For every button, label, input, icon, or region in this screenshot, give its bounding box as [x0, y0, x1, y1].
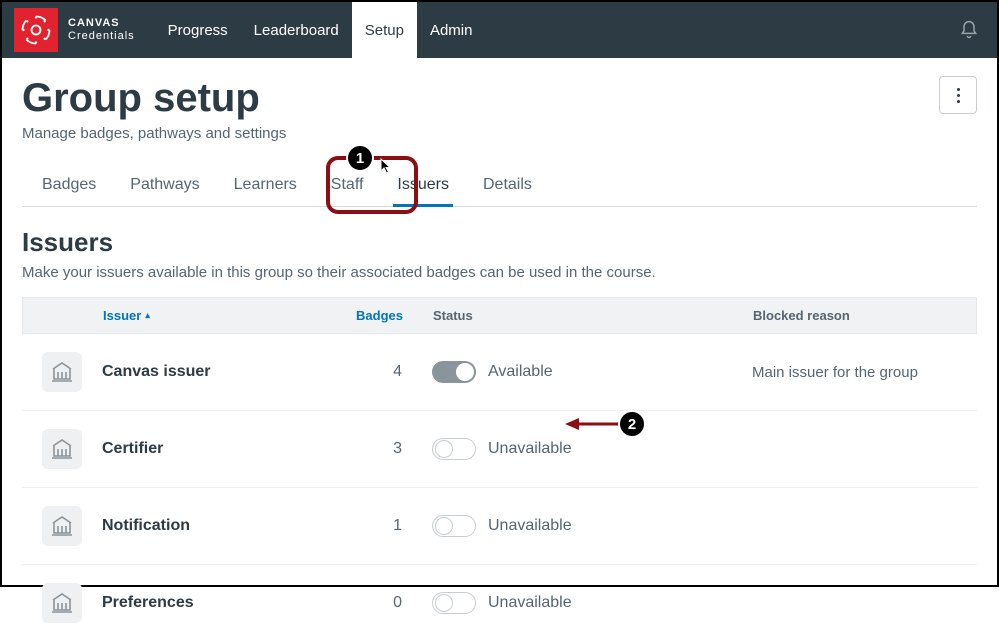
section-title: Issuers: [22, 227, 977, 258]
issuers-section: Issuers Make your issuers available in t…: [22, 227, 977, 641]
cursor-icon: [380, 158, 394, 174]
notifications-button[interactable]: [959, 2, 979, 58]
issuer-badge-count: 1: [342, 517, 432, 535]
tab-badges[interactable]: Badges: [40, 170, 98, 206]
issuer-name: Preferences: [102, 594, 342, 612]
issuer-icon-cell: [22, 352, 102, 392]
nav-setup[interactable]: Setup: [352, 2, 417, 58]
issuer-icon-cell: [22, 506, 102, 546]
institution-icon: [42, 429, 82, 469]
tab-issuers[interactable]: Issuers: [395, 170, 451, 206]
availability-toggle[interactable]: [432, 515, 476, 537]
table-row: Certifier 3 Unavailable: [22, 411, 977, 488]
top-nav: CANVAS Credentials Progress Leaderboard …: [2, 2, 997, 58]
setup-tabs: Badges Pathways Learners Staff Issuers D…: [22, 170, 977, 207]
availability-toggle[interactable]: [432, 438, 476, 460]
section-subtitle: Make your issuers available in this grou…: [22, 264, 977, 281]
col-header-issuer-label: Issuer: [103, 308, 141, 323]
availability-toggle[interactable]: [432, 592, 476, 614]
institution-icon: [42, 352, 82, 392]
issuer-icon-cell: [22, 583, 102, 623]
blocked-reason: Main issuer for the group: [752, 364, 977, 381]
brand-logo: [14, 8, 58, 52]
issuer-status: Unavailable: [432, 592, 752, 614]
nav-progress[interactable]: Progress: [155, 2, 241, 58]
status-label: Unavailable: [488, 440, 572, 458]
brand-line1: CANVAS: [68, 17, 135, 30]
table-row: Notification 1 Unavailable: [22, 488, 977, 565]
col-header-status: Status: [433, 308, 753, 323]
issuer-status: Available: [432, 361, 752, 383]
institution-icon: [42, 506, 82, 546]
issuer-name: Canvas issuer: [102, 363, 342, 381]
col-header-badges[interactable]: Badges: [343, 308, 433, 323]
issuers-table-header: Issuer ▴ Badges Status Blocked reason: [22, 297, 977, 334]
sort-asc-icon: ▴: [145, 310, 150, 321]
tab-details[interactable]: Details: [481, 170, 534, 206]
bell-icon: [959, 20, 979, 40]
kebab-icon: [957, 86, 960, 104]
nav-admin[interactable]: Admin: [417, 2, 486, 58]
status-label: Unavailable: [488, 517, 572, 535]
issuer-status: Unavailable: [432, 438, 752, 460]
issuer-name: Certifier: [102, 440, 342, 458]
table-row: Preferences 0 Unavailable: [22, 565, 977, 641]
canvas-logo-icon: [21, 15, 51, 45]
availability-toggle[interactable]: [432, 361, 476, 383]
issuer-icon-cell: [22, 429, 102, 469]
callout-number-1: 1: [346, 144, 374, 172]
page-header: Group setup Manage badges, pathways and …: [22, 76, 977, 142]
status-label: Available: [488, 363, 553, 381]
nav-leaderboard[interactable]: Leaderboard: [241, 2, 352, 58]
page-title: Group setup: [22, 76, 286, 121]
institution-icon: [42, 583, 82, 623]
table-row: Canvas issuer 4 Available Main issuer fo…: [22, 334, 977, 411]
issuer-badge-count: 4: [342, 363, 432, 381]
nav-items: Progress Leaderboard Setup Admin: [155, 2, 486, 58]
status-label: Unavailable: [488, 594, 572, 612]
page-menu-button[interactable]: [939, 76, 977, 114]
issuer-status: Unavailable: [432, 515, 752, 537]
page-content: Group setup Manage badges, pathways and …: [2, 58, 997, 641]
col-header-blocked: Blocked reason: [753, 308, 976, 323]
issuer-badge-count: 3: [342, 440, 432, 458]
tab-pathways[interactable]: Pathways: [128, 170, 201, 206]
issuer-name: Notification: [102, 517, 342, 535]
tab-learners[interactable]: Learners: [232, 170, 299, 206]
tab-staff[interactable]: Staff: [329, 170, 366, 206]
col-header-issuer[interactable]: Issuer ▴: [103, 308, 343, 323]
brand-line2: Credentials: [68, 30, 135, 43]
page-subtitle: Manage badges, pathways and settings: [22, 125, 286, 142]
brand-text: CANVAS Credentials: [68, 2, 135, 58]
issuer-badge-count: 0: [342, 594, 432, 612]
